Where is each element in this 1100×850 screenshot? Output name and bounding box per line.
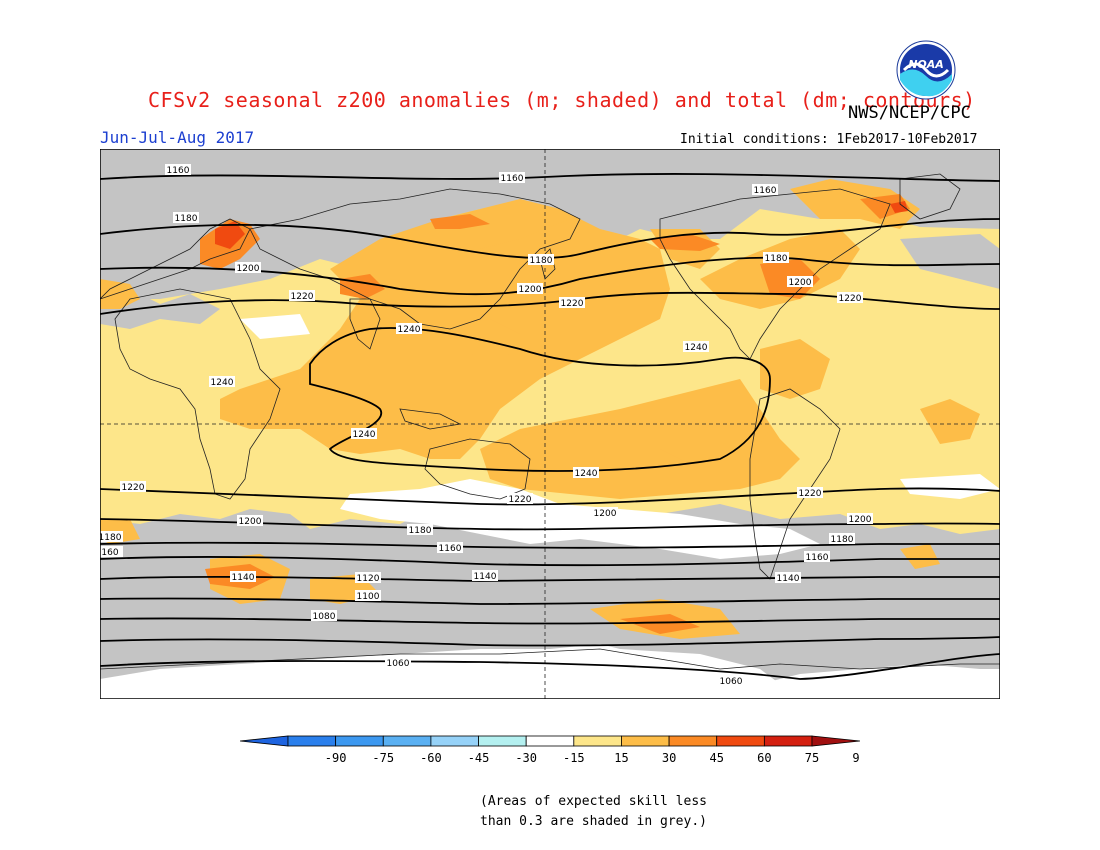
contour-label: 1160 <box>754 186 777 196</box>
contour-label: 1200 <box>789 278 812 288</box>
contour-label: 160 <box>101 548 118 558</box>
colorbar-label: 90 <box>852 751 860 765</box>
contour-label: 1140 <box>777 574 800 584</box>
colorbar-box <box>335 735 384 747</box>
contour-label: 1200 <box>239 517 262 527</box>
colorbar-box <box>525 735 575 747</box>
skill-note-line1: (Areas of expected skill less <box>480 794 707 809</box>
colorbar-label: 30 <box>662 751 676 765</box>
contour-label: 1200 <box>237 264 260 274</box>
colorbar-right-arrow <box>811 735 860 747</box>
contour-label: 1180 <box>175 214 198 224</box>
colorbar-label: -90 <box>325 751 347 765</box>
skill-note-line2: than 0.3 are shaded in grey.) <box>480 814 707 829</box>
colorbar-label: 15 <box>614 751 628 765</box>
contour-label: 1240 <box>211 378 234 388</box>
noaa-logo-text: NOAA <box>908 58 944 71</box>
colorbar-box <box>430 735 479 747</box>
colorbar: -90 -75 -60 -45 -30 -15 15 30 45 60 75 90 <box>240 735 860 765</box>
contour-label: 1240 <box>353 430 376 440</box>
colorbar-label: -30 <box>515 751 537 765</box>
contour-label: 1200 <box>849 515 872 525</box>
contour-label: 1100 <box>357 592 380 602</box>
contour-label: 1140 <box>474 572 497 582</box>
contour-label: 1200 <box>594 509 617 519</box>
colorbar-box <box>287 735 337 747</box>
colorbar-label: 45 <box>710 751 724 765</box>
colorbar-label: -60 <box>420 751 442 765</box>
contour-lines <box>100 173 1000 680</box>
contour-label: 1160 <box>167 166 190 176</box>
colorbar-label: 75 <box>805 751 819 765</box>
contour-label: 1180 <box>765 254 788 264</box>
colorbar-label: 60 <box>757 751 771 765</box>
colorbar-box <box>668 735 718 747</box>
contour-label: 1140 <box>232 573 255 583</box>
coastlines <box>100 173 1000 670</box>
colorbar-box <box>573 735 622 747</box>
contour-label: 1160 <box>439 544 462 554</box>
colorbar-box <box>478 735 527 747</box>
colorbar-box <box>763 735 813 747</box>
contour-label: 1120 <box>357 574 380 584</box>
contour-label: 1220 <box>561 299 584 309</box>
season-label: Jun-Jul-Aug 2017 <box>100 128 255 147</box>
skill-note: (Areas of expected skill less than 0.3 a… <box>480 792 707 832</box>
map-title: CFSv2 seasonal z200 anomalies (m; shaded… <box>148 88 976 112</box>
initial-conditions-label: Initial conditions: 1Feb2017-10Feb2017 <box>680 132 978 147</box>
agency-label: NWS/NCEP/CPC <box>848 103 971 123</box>
contour-label: 1060 <box>387 659 410 669</box>
contour-label: 1180 <box>831 535 854 545</box>
colorbar-label: -15 <box>563 751 585 765</box>
contour-label: 1240 <box>685 343 708 353</box>
contour-label: 1220 <box>839 294 862 304</box>
colorbar-box <box>382 735 432 747</box>
contour-label: 1180 <box>100 533 122 543</box>
contour-label: 1220 <box>509 495 532 505</box>
contour-label: 1180 <box>530 256 553 266</box>
colorbar-label: -75 <box>372 751 394 765</box>
contour-label: 1160 <box>501 174 524 184</box>
red-60-75-regions <box>215 201 908 249</box>
contour-label: 1220 <box>291 292 314 302</box>
colorbar-box <box>716 735 765 747</box>
contour-label: 1240 <box>575 469 598 479</box>
contour-label: 1220 <box>799 489 822 499</box>
colorbar-label: -45 <box>468 751 490 765</box>
contour-label: 1060 <box>720 677 743 687</box>
contour-label: 1240 <box>398 325 421 335</box>
colorbar-box <box>621 735 670 747</box>
contour-label: 1200 <box>519 285 542 295</box>
contour-label: 1180 <box>409 526 432 536</box>
contour-label: 1160 <box>806 553 829 563</box>
contour-label: 1080 <box>313 612 336 622</box>
noaa-logo: NOAA <box>896 40 956 100</box>
contour-label: 1220 <box>122 483 145 493</box>
colorbar-left-arrow <box>240 735 289 747</box>
